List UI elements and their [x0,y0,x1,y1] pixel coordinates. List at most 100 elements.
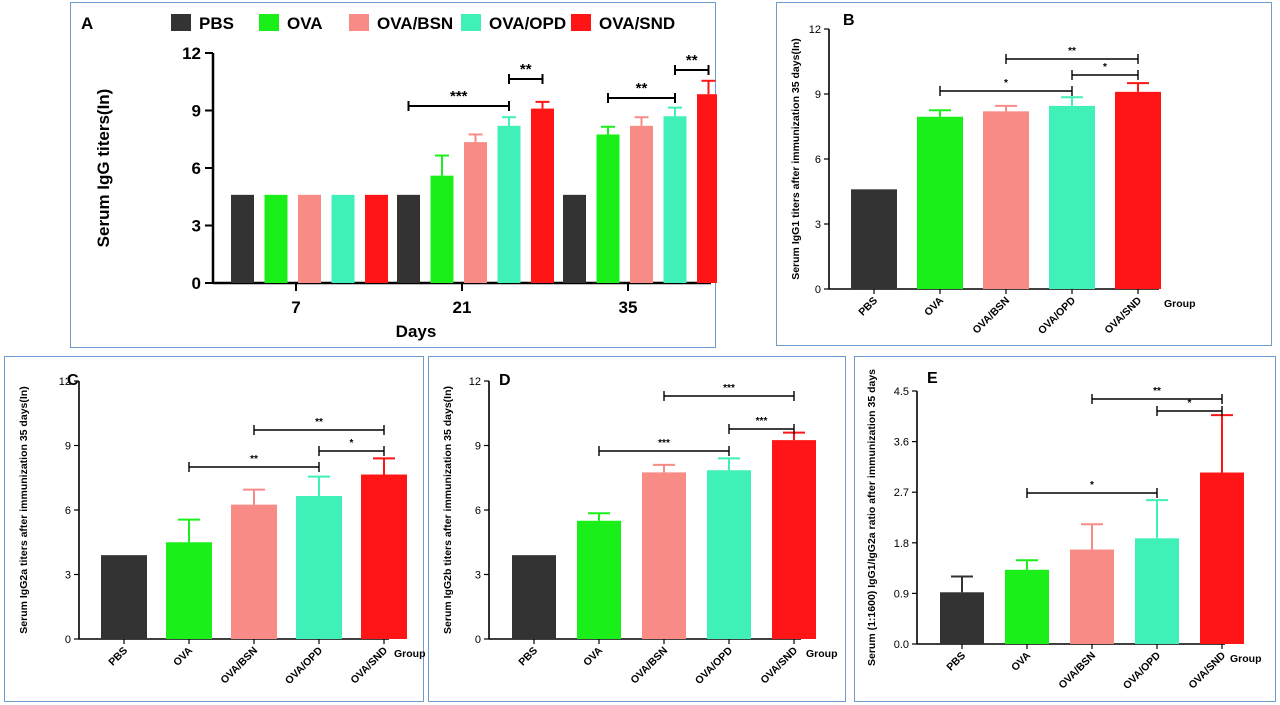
bar [707,470,751,639]
significance-label: * [1103,62,1107,73]
x-tick-label: PBS [856,295,880,319]
y-tick-label: 4.5 [894,386,909,398]
bar [1135,538,1179,644]
bar [464,142,487,283]
legend-swatch [461,14,481,31]
x-tick-label: 35 [619,298,638,317]
x-tick-label: PBS [106,645,130,669]
y-tick-label: 0 [192,274,201,293]
y-tick-label: 2.7 [894,487,909,499]
legend-label: PBS [199,14,234,33]
y-tick-label: 12 [59,376,71,388]
y-axis-label: Serum IgG2b titers after immunization 35… [442,386,454,634]
x-axis-label: Group [1164,298,1196,310]
panel-e: E 0.0 0.9 1.8 2.7 3.6 4.5 Serum (1:1600) IgG1/I… [854,356,1276,702]
y-tick-label: 6 [192,159,201,178]
y-tick-label: 12 [182,44,201,63]
bar [917,116,963,289]
y-tick-label: 0.9 [894,588,909,600]
legend-label: OVA [287,14,323,33]
y-tick-label: 3 [475,570,481,582]
bar [331,194,355,283]
bar [1115,91,1161,289]
x-tick-label: OVA/BSN [218,645,260,687]
bar [1200,472,1244,644]
bar [101,555,147,639]
significance-label: ** [250,454,258,465]
bar [1049,105,1095,290]
y-tick-label: 3 [192,217,201,236]
bar [231,194,254,283]
chart-c: C 0 3 6 9 12 Serum IgG2a titers after immuniza… [18,372,425,687]
x-tick-label: OVA [922,294,946,318]
significance-label: *** [723,383,735,394]
significance-label: ** [315,417,323,428]
legend-label: OVA/OPD [489,14,566,33]
bar [296,496,342,639]
legend-label: OVA/SND [599,14,675,33]
significance-label: ** [520,61,532,78]
bar [851,189,897,289]
significance-label: * [1090,480,1094,491]
significance-label: *** [658,438,670,449]
bar [531,108,554,283]
y-axis-label: Serum (1:1600) IgG1/IgG2a ratio after im… [866,369,878,666]
y-tick-label: 12 [469,376,481,388]
x-tick-label: OVA/OPD [693,644,735,686]
panel-letter: A [81,14,93,33]
bar [512,555,556,639]
y-tick-label: 3 [65,570,71,582]
significance-label: *** [450,88,468,105]
x-tick-label: PBS [944,650,968,674]
x-tick-label: OVA [1009,649,1033,673]
significance-label: ** [636,80,648,97]
bar [1005,569,1049,644]
y-tick-label: 6 [815,154,821,166]
y-tick-label: 6 [475,505,481,517]
y-axis-label: Serum IgG1 titers after immunization 35 … [790,38,802,280]
chart-b: B 0 3 6 9 12 Serum IgG1 titers after immunizat… [790,12,1196,337]
x-tick-label: OVA/SND [1186,649,1228,691]
y-tick-label: 12 [809,24,821,36]
x-tick-label: 7 [291,298,300,317]
chart-d: D 0 3 6 9 12 Serum IgG2b titers after immuniza… [442,372,838,687]
bar [166,542,212,639]
significance-label: * [1004,78,1008,89]
x-tick-label: OVA [171,644,195,668]
y-tick-label: 9 [475,441,481,453]
bar [563,194,586,283]
panel-d: D 0 3 6 9 12 Serum IgG2b titers after immuniza… [428,356,846,702]
x-tick-label: OVA/BSN [628,645,670,687]
legend-label: OVA/BSN [377,14,453,33]
x-tick-label: 21 [453,298,472,317]
x-axis-label: Group [806,648,838,660]
bar [430,175,454,283]
bar [642,472,686,639]
y-tick-label: 0 [815,284,821,296]
bar [231,504,277,639]
legend-swatch [349,14,369,31]
bar [361,474,407,639]
panel-letter: E [927,370,938,387]
panel-b: B 0 3 6 9 12 Serum IgG1 titers after immunizat… [776,2,1272,346]
legend-swatch [571,14,591,31]
bar [397,194,420,283]
bar [697,94,717,283]
bar [298,194,321,283]
y-tick-label: 6 [65,505,71,517]
bar [1070,549,1114,644]
bar [663,116,687,283]
x-tick-label: OVA/BSN [1056,650,1098,692]
y-tick-label: 9 [815,89,821,101]
x-tick-label: OVA/BSN [970,295,1012,337]
x-axis-label: Group [394,648,425,660]
panel-letter: D [499,372,511,389]
significance-label: * [1188,398,1192,409]
legend-swatch [259,14,279,31]
x-axis-label: Group [1230,653,1262,665]
chart-a: A PBS OVA OVA/BSN OVA/OPD OVA/SND 0 3 6 9 12 Serum … [81,14,717,341]
chart-e: E 0.0 0.9 1.8 2.7 3.6 4.5 Serum (1:1600) IgG1/I… [866,369,1262,692]
y-tick-label: 0 [65,634,71,646]
x-tick-label: OVA/SND [348,644,390,686]
legend-swatch [171,14,191,31]
